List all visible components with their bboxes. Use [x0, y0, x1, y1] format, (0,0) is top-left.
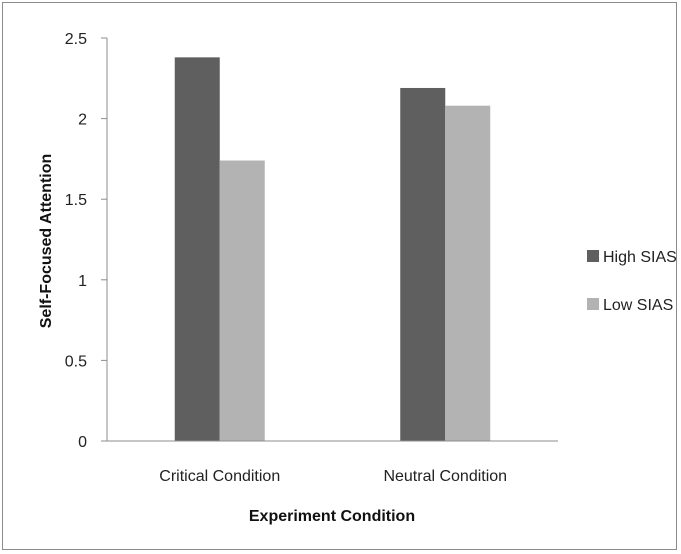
bar-low-sias-0 — [219, 160, 265, 441]
y-tick-label: 0 — [78, 434, 87, 451]
bars — [174, 57, 491, 442]
bar-high-sias-0 — [174, 57, 220, 442]
y-axis-ticks: 0 0.5 1 1.5 2 2.5 — [65, 31, 107, 451]
legend-swatch — [587, 298, 599, 310]
y-tick-label: 2.5 — [65, 31, 87, 48]
y-tick-label: 1 — [78, 273, 87, 290]
legend-swatch — [587, 250, 599, 262]
y-tick-label: 0.5 — [65, 353, 87, 370]
x-axis-ticks: Critical Condition Neutral Condition — [159, 468, 507, 485]
x-tick-label: Neutral Condition — [383, 468, 507, 485]
x-axis-title: Experiment Condition — [249, 508, 415, 525]
y-tick-label: 2 — [78, 112, 87, 129]
bar-high-sias-1 — [400, 87, 446, 442]
legend: High SIAS Low SIAS — [587, 249, 677, 314]
legend-label: High SIAS — [603, 249, 677, 266]
legend-label: Low SIAS — [603, 297, 673, 314]
y-axis-title: Self-Focused Attention — [38, 154, 55, 329]
y-tick-label: 1.5 — [65, 192, 87, 209]
x-tick-label: Critical Condition — [159, 468, 280, 485]
bar-low-sias-1 — [445, 105, 491, 441]
